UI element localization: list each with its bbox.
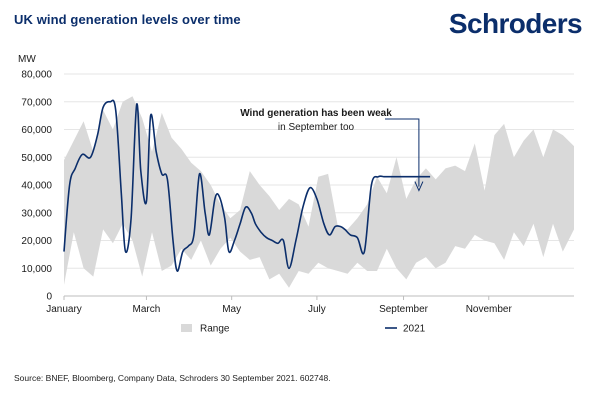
y-axis: 0 10,000 20,000 30,000 40,000 50,000 60,000 70,… <box>21 70 52 303</box>
y-tick-label-50000: 50,000 <box>21 153 52 164</box>
y-tick-label-70000: 70,000 <box>21 97 52 108</box>
y-tick-label-60000: 60,000 <box>21 125 52 136</box>
series-line-2021 <box>63 99 431 272</box>
y-axis-label: MW <box>18 54 36 65</box>
y-tick-label-30000: 30,000 <box>21 208 52 219</box>
range-band <box>64 96 574 288</box>
annotation-line-1: Wind generation has been weak <box>240 108 392 119</box>
y-tick-label-80000: 80,000 <box>21 70 52 81</box>
legend-swatch-range <box>181 324 192 332</box>
source-note: Source: BNEF, Bloomberg, Company Data, S… <box>14 373 331 383</box>
x-tick-label-march: March <box>133 304 161 315</box>
legend-label-2021: 2021 <box>403 324 426 335</box>
chart-title: UK wind generation levels over time <box>14 12 241 27</box>
x-tick-label-november: November <box>466 304 513 315</box>
annotation-line-2: in September too <box>278 122 355 133</box>
x-tick-label-july: July <box>308 304 326 315</box>
legend-label-range: Range <box>200 324 230 335</box>
y-tick-label-20000: 20,000 <box>21 236 52 247</box>
annotation-arrow-line <box>385 118 420 187</box>
legend: Range 2021 <box>181 324 426 335</box>
range-band-layer <box>64 96 574 288</box>
series-line-layer <box>63 99 431 272</box>
y-tick-label-40000: 40,000 <box>21 181 52 192</box>
y-tick-label-0: 0 <box>46 292 52 303</box>
x-tick-label-september: September <box>379 304 429 315</box>
x-tick-label-may: May <box>222 304 241 315</box>
y-tick-label-10000: 10,000 <box>21 264 52 275</box>
annotation-arrow-head <box>414 181 424 192</box>
x-tick-label-january: January <box>46 304 82 315</box>
x-axis: January March May July September November <box>46 295 574 315</box>
schroders-logo: Schroders <box>448 8 583 39</box>
annotation: Wind generation has been weak in Septembe… <box>240 108 424 192</box>
